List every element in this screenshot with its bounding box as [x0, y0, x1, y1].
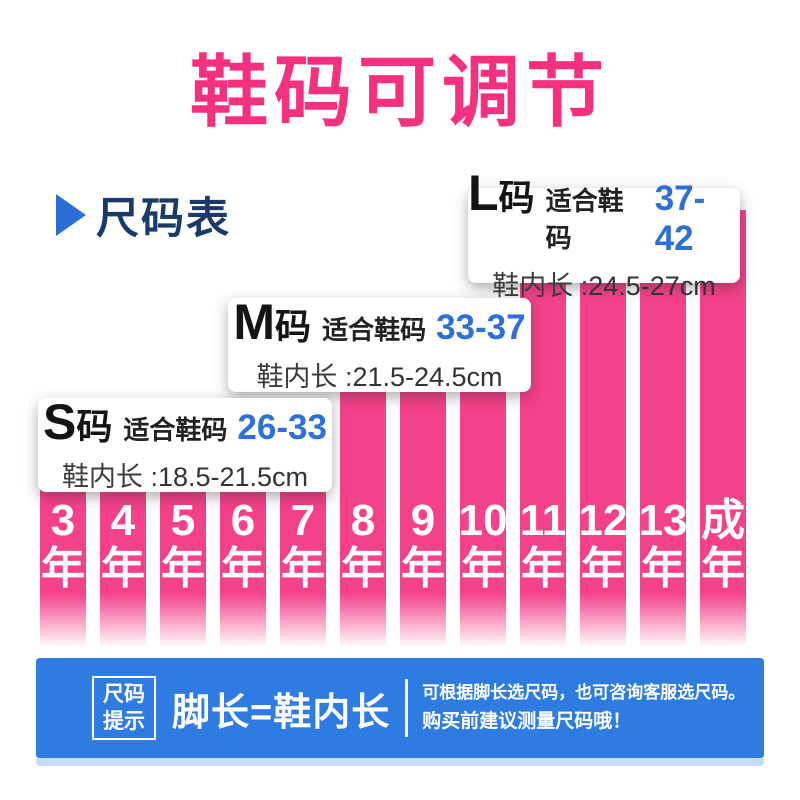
vertical-divider [405, 679, 409, 737]
age-bar-label: 12 年 [578, 496, 628, 593]
size-card-l-inner: 鞋内长 :24.5-27cm [492, 264, 716, 303]
inner-length-label: 鞋内长 : [492, 271, 589, 301]
size-card-l: L 码 适合鞋码 37-42 鞋内长 :24.5-27cm [468, 168, 740, 301]
size-card-m: M 码 适合鞋码 33-37 鞋内长 :21.5-24.5cm [228, 297, 531, 394]
size-letter: M [233, 293, 276, 350]
age-bar-label: 成年 [701, 496, 745, 593]
inner-length-value: 24.5-27cm [588, 271, 716, 301]
size-card-s-main: S 码 适合鞋码 26-33 [43, 397, 327, 450]
size-card-s: S 码 适合鞋码 26-33 鞋内长 :18.5-21.5cm [38, 397, 332, 494]
size-card-l-main: L 码 适合鞋码 37-42 [468, 168, 740, 259]
age-bar-label: 11 年 [519, 496, 567, 593]
size-letter: S [43, 393, 77, 450]
size-range: 33-37 [436, 307, 526, 347]
triangle-bullet-icon [56, 194, 86, 236]
age-bar-11年: 11 年 [520, 210, 566, 655]
size-letter-suffix: 码 [76, 405, 113, 447]
size-range: 37-42 [654, 179, 706, 258]
age-bar-13年: 13 年 [639, 210, 687, 655]
fit-label: 适合鞋码 [322, 314, 427, 345]
size-card-s-inner: 鞋内长 :18.5-21.5cm [62, 455, 308, 494]
page-title: 鞋码可调节 [189, 48, 610, 136]
section-title: 尺码表 [96, 195, 231, 243]
note-line-2: 购买前建议测量尺码哦！ [422, 711, 632, 732]
age-bar-label: 10 年 [458, 496, 508, 593]
tip-badge-line2: 提示 [103, 710, 145, 733]
age-bar-label: 13 年 [638, 496, 688, 593]
size-letter-suffix: 码 [275, 305, 312, 347]
size-range: 26-33 [237, 407, 327, 447]
tip-badge-line1: 尺码 [103, 683, 145, 706]
size-letter: L [468, 165, 499, 221]
size-card-m-main: M 码 适合鞋码 33-37 [233, 297, 525, 350]
tip-badge: 尺码 提示 [92, 676, 156, 740]
inner-length-label: 鞋内长 : [61, 461, 158, 492]
footer-headline: 脚长=鞋内长 [172, 691, 391, 734]
size-letter-suffix: 码 [498, 177, 535, 218]
age-bar-12年: 12 年 [579, 210, 627, 655]
footer-notes: 可根据脚长选尺码，也可咨询客服选尺码。 购买前建议测量尺码哦！ [422, 679, 745, 737]
footer-banner: 尺码 提示 脚长=鞋内长 可根据脚长选尺码，也可咨询客服选尺码。 购买前建议测量… [36, 658, 764, 758]
age-bar-成年: 成年 [700, 210, 746, 655]
inner-length-label: 鞋内长 : [256, 361, 353, 392]
inner-length-value: 21.5-24.5cm [352, 361, 503, 392]
size-table-header: 尺码表 [56, 184, 231, 246]
fit-label: 适合鞋码 [123, 414, 228, 445]
size-card-m-inner: 鞋内长 :21.5-24.5cm [256, 355, 502, 394]
bar-bottom-fade [0, 593, 800, 655]
note-line-1: 可根据脚长选尺码，也可咨询客服选尺码。 [422, 683, 746, 702]
inner-length-value: 18.5-21.5cm [157, 461, 309, 492]
fit-label: 适合鞋码 [545, 186, 624, 253]
